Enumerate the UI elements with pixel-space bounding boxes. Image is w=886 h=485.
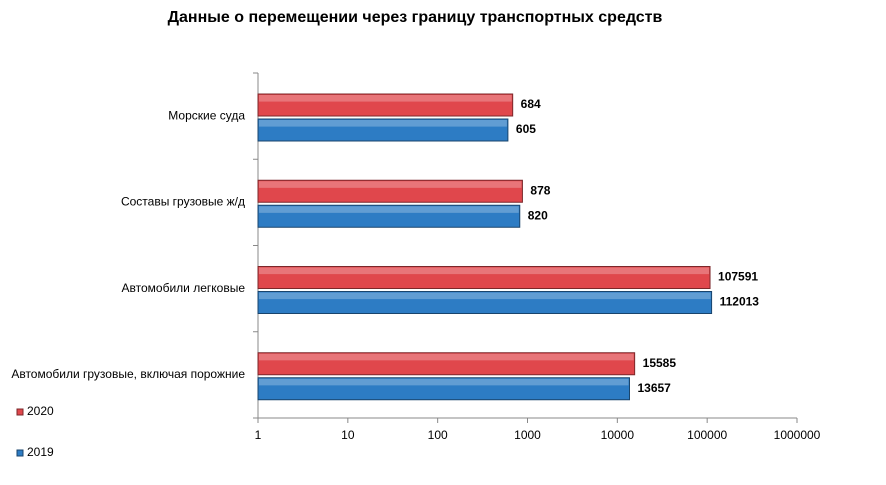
bar — [257, 204, 521, 228]
bar-highlight — [259, 206, 519, 213]
bar — [257, 179, 523, 203]
x-tick-label: 100000 — [687, 428, 727, 442]
value-label: 878 — [530, 183, 550, 197]
bar-highlight — [259, 267, 710, 275]
value-label: 13657 — [637, 381, 671, 395]
bar — [257, 377, 630, 401]
bar-highlight — [259, 292, 711, 300]
bar — [257, 93, 514, 117]
bar-highlight — [259, 378, 629, 386]
y-tick-label: Морские суда — [168, 108, 245, 122]
chart-title: Данные о перемещении через границу транс… — [168, 9, 663, 26]
x-tick-label: 1 — [255, 428, 262, 442]
value-label: 605 — [516, 122, 536, 136]
bar — [257, 352, 636, 376]
x-tick-label: 1000000 — [774, 428, 821, 442]
value-label: 820 — [528, 208, 548, 222]
x-tick-label: 10000 — [601, 428, 635, 442]
legend-swatch — [16, 449, 24, 457]
bar — [257, 266, 711, 289]
y-tick-label: Автомобили грузовые, включая порожние — [11, 367, 245, 381]
y-tick-label: Автомобили легковые — [122, 281, 246, 295]
x-tick-label: 1000 — [514, 428, 541, 442]
bar — [257, 118, 509, 142]
value-label: 112013 — [720, 295, 760, 309]
bar-highlight — [259, 353, 634, 361]
bar-highlight — [259, 181, 522, 188]
bar — [257, 291, 713, 314]
legend-label: 2020 — [27, 404, 54, 418]
value-label: 684 — [521, 97, 541, 111]
value-label: 15585 — [643, 356, 677, 370]
bar-highlight — [259, 120, 507, 127]
x-tick-label: 10 — [341, 428, 355, 442]
legend-label: 2019 — [27, 445, 54, 459]
y-tick-label: Составы грузовые ж/д — [121, 195, 245, 209]
x-tick-label: 100 — [428, 428, 448, 442]
legend-swatch — [16, 408, 24, 416]
bar-highlight — [259, 95, 512, 102]
value-label: 107591 — [718, 270, 758, 284]
